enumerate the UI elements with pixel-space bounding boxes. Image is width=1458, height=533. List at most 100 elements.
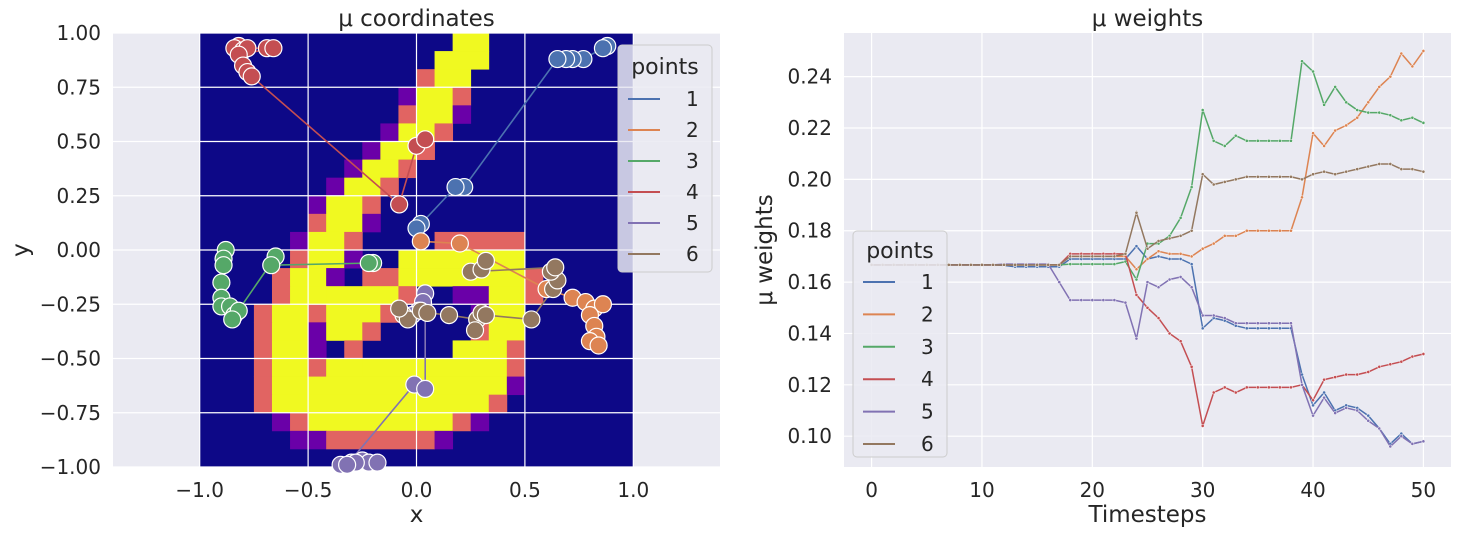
heatmap-cell [308,340,327,359]
series-6-point [1388,162,1393,166]
y-tick-label: −1.00 [40,455,101,479]
y-tick-label: 0.22 [787,116,832,140]
series-3-point [1289,139,1293,143]
x-tick-label: −1.0 [175,478,224,502]
series-1-point [1311,403,1315,408]
legend-label: 3 [686,149,699,173]
heatmap-cell [452,105,472,124]
y-tick-label: 0.16 [787,270,832,294]
series-4-point [1156,316,1161,320]
series-4-point [1366,370,1371,374]
series-3-point [1344,100,1349,105]
right-legend: points 1 2 3 4 5 6 [852,230,948,458]
series-3-point [262,256,281,275]
y-tick-label: −0.75 [40,401,101,425]
series-4-point [416,130,435,149]
series-5-point [1112,298,1117,302]
series-1-point [593,39,613,58]
series-2-point [1377,85,1382,89]
series-3-point [1410,115,1415,120]
series-6-point [1322,169,1326,174]
heatmap-cell [326,358,363,377]
series-5-point [1200,313,1205,318]
series-2-point [1145,257,1150,261]
left-chart-title: μ coordinates [338,6,495,32]
legend-label: 2 [921,302,934,326]
legend-label: 4 [921,367,934,391]
series-2-point [1200,246,1205,251]
series-2-point [1189,254,1194,259]
heatmap-cell [253,304,273,323]
heatmap-cell [308,358,327,377]
series-4-point [1421,352,1426,356]
legend-box [617,44,713,273]
heatmap-cell [362,159,399,179]
heatmap-cell [326,430,435,450]
series-2-point [1421,49,1426,53]
series-3-point [1278,139,1282,143]
series-6-point [546,258,565,277]
series-6-point [1178,234,1183,238]
series-1-point [1167,257,1172,261]
series-6-point [1399,167,1404,171]
series-3-point [1178,216,1183,220]
heatmap-cell [271,412,291,432]
series-5-point [1156,285,1161,290]
legend-label: 1 [921,270,934,294]
series-5-point [1333,411,1337,415]
heatmap-cell [452,33,490,52]
y-tick-label: −0.25 [40,292,101,316]
heatmap-cell [326,177,345,197]
series-4-point [1145,305,1150,310]
series-6-point [1355,167,1360,171]
series-6-point [390,299,409,318]
legend-label: 5 [921,400,934,424]
heatmap-cell [271,394,490,414]
series-5-point [368,453,387,472]
series-6-point [1112,254,1117,259]
right-chart: 0 10 20 30 40 50 0.24 0.22 0.20 0.18 0.16 0.14 0.12… [752,6,1451,528]
series-3-point [1079,262,1084,266]
left-series [212,36,617,474]
heatmap-cell [271,322,309,341]
series-1-point [1366,413,1371,418]
heatmap-cell [344,159,363,179]
series-6-point [1344,169,1349,174]
heatmap-cell [452,340,490,359]
series-5-point [1278,321,1282,326]
y-tick-label: 0.10 [787,424,832,448]
series-3-point [1322,103,1326,107]
right-x-ticks: 0 10 20 30 40 50 [865,478,1436,502]
heatmap-cell [326,322,363,341]
series-3-point [1311,69,1315,74]
heatmap-cell [344,177,381,197]
series-3-point [1421,121,1426,125]
series-2-point [1134,267,1139,272]
series-3-point [1267,139,1271,143]
heatmap-cell [380,123,399,142]
series-5-point [1300,382,1304,387]
heatmap-cell [271,286,291,305]
heatmap-cell [488,286,526,305]
series-2-point [1156,249,1161,254]
heatmap-cell [271,268,291,287]
left-x-axis-label: x [410,502,424,528]
series-2-point [1267,228,1271,233]
series-6-point [1013,263,1017,267]
y-tick-label: 0.25 [56,184,101,208]
series-4-point [1377,364,1382,369]
series-6-point [1200,172,1205,177]
heatmap-cell [452,87,472,106]
x-tick-label: 0 [865,478,878,502]
series-2-point [1355,115,1360,120]
series-4-point [1344,372,1349,377]
heatmap-cell [398,105,417,124]
x-tick-label: 10 [969,478,994,502]
series-1-point [1256,326,1260,331]
series-6-point [1046,263,1051,267]
y-tick-label: 0.00 [56,238,101,262]
series-3-point [1244,139,1249,143]
series-6-point [1289,174,1293,179]
legend-label: 1 [686,87,699,111]
